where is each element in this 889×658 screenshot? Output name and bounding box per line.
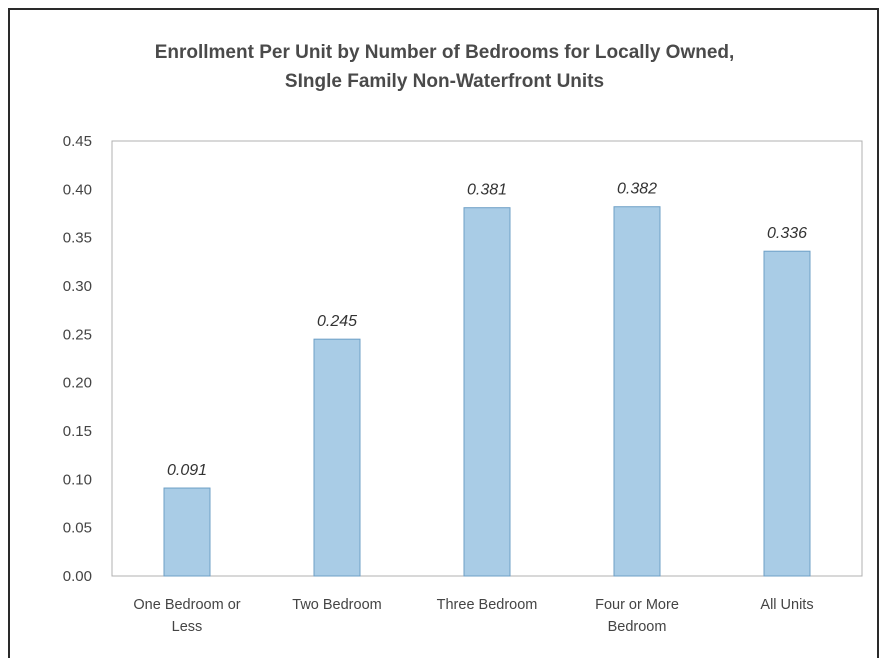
y-tick-label: 0.25 <box>63 326 92 343</box>
x-category-label: Three Bedroom <box>437 597 538 613</box>
y-tick-label: 0.05 <box>63 520 92 537</box>
data-label: 0.381 <box>467 182 507 199</box>
y-tick-label: 0.15 <box>63 423 92 440</box>
chart-title-line-2: SIngle Family Non-Waterfront Units <box>284 71 605 92</box>
chart-frame <box>8 8 879 658</box>
bar <box>313 338 361 577</box>
bar <box>463 207 511 577</box>
x-category-label: All Units <box>760 597 813 613</box>
y-tick-label: 0.00 <box>63 568 92 585</box>
chart-title: Enrollment Per Unit by Number of Bedroom… <box>0 38 889 96</box>
x-category-label: Less <box>172 619 203 635</box>
y-tick-label: 0.20 <box>63 375 92 392</box>
y-tick-label: 0.35 <box>63 230 92 247</box>
x-category-label: Bedroom <box>608 619 667 635</box>
x-category-label: Four or More <box>595 597 679 613</box>
y-tick-label: 0.30 <box>63 278 92 295</box>
chart-title-line-1: Enrollment Per Unit by Number of Bedroom… <box>154 42 735 63</box>
x-category-label: One Bedroom or <box>133 597 240 613</box>
bar <box>163 487 211 577</box>
data-label: 0.336 <box>767 225 807 242</box>
y-tick-label: 0.40 <box>63 181 92 198</box>
bar <box>613 206 661 577</box>
data-label: 0.245 <box>317 313 357 330</box>
y-tick-label: 0.10 <box>63 471 92 488</box>
bar <box>763 250 811 577</box>
data-label: 0.091 <box>167 462 207 479</box>
y-tick-label: 0.45 <box>63 133 92 150</box>
x-category-label: Two Bedroom <box>292 597 381 613</box>
data-label: 0.382 <box>617 181 657 198</box>
